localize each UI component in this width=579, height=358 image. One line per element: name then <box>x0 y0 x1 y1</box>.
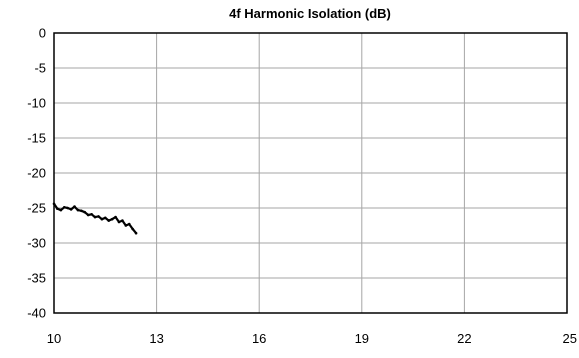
data-point <box>127 222 131 226</box>
y-tick-label: -5 <box>34 61 46 76</box>
data-point <box>52 202 56 206</box>
x-tick-label: 25 <box>563 331 577 346</box>
data-point <box>90 213 93 216</box>
data-point <box>117 220 121 224</box>
y-tick-label: -10 <box>27 96 46 111</box>
data-point <box>59 208 63 212</box>
data-point <box>100 217 104 221</box>
y-tick-label: 0 <box>39 26 46 41</box>
data-point <box>124 224 128 227</box>
data-point <box>104 216 107 220</box>
data-point <box>110 217 114 221</box>
y-tick-label: -20 <box>27 166 46 181</box>
data-point <box>62 206 66 209</box>
y-tick-label: -35 <box>27 271 46 286</box>
data-point <box>66 206 69 210</box>
x-tick-label: 22 <box>457 331 471 346</box>
data-point <box>76 208 80 212</box>
grid-layer <box>54 33 567 313</box>
plot-area-frame <box>53 32 568 314</box>
data-point <box>93 215 97 219</box>
data-point <box>69 208 73 211</box>
data-point <box>73 205 76 208</box>
y-tick-label: -30 <box>27 236 46 251</box>
x-tick-label: 13 <box>149 331 163 346</box>
data-point <box>97 215 100 218</box>
x-tick-label: 16 <box>252 331 266 346</box>
data-point <box>56 207 59 210</box>
y-tick-label: -40 <box>27 306 46 321</box>
y-axis-ticks: 0 -5 -10 -15 -20 -25 -30 -35 -40 <box>27 26 46 321</box>
y-tick-label: -15 <box>27 131 46 146</box>
chart-title: 4f Harmonic Isolation (dB) <box>229 6 391 21</box>
y-tick-label: -25 <box>27 201 46 216</box>
series-layer <box>52 202 138 235</box>
x-tick-label: 19 <box>355 331 369 346</box>
x-axis-ticks: 10 13 16 19 22 25 <box>47 331 577 346</box>
data-point <box>114 215 117 219</box>
data-point <box>131 227 134 231</box>
x-tick-label: 10 <box>47 331 61 346</box>
data-point <box>134 231 138 235</box>
data-point <box>107 219 111 222</box>
data-point <box>83 210 87 214</box>
data-point <box>121 219 124 222</box>
data-point <box>80 209 83 213</box>
data-point <box>86 213 90 217</box>
